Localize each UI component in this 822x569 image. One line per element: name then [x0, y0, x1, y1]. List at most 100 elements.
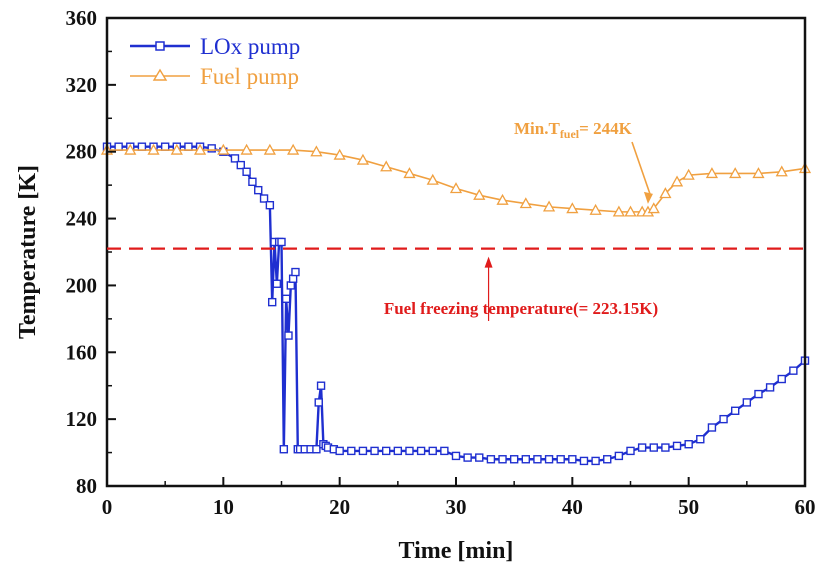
fuel-data-point: [589, 203, 602, 215]
lox-data-point: [242, 167, 251, 176]
fuel-data-point: [170, 143, 183, 155]
lox-data-point: [230, 154, 240, 163]
fuel-data-point: [647, 202, 660, 214]
lox-data-point: [114, 142, 123, 151]
y-tick-label: 160: [66, 340, 98, 364]
fuel-data-point: [333, 148, 346, 160]
fuel-data-point: [124, 143, 137, 155]
fuel-data-point: [624, 205, 637, 217]
lox-data-point: [236, 160, 245, 170]
x-tick-label: 0: [102, 495, 113, 519]
lox-data-point: [416, 446, 426, 456]
lox-data-point: [672, 441, 682, 451]
fuel-data-point: [659, 187, 672, 199]
lox-data-point: [637, 443, 647, 452]
x-tick-label: 20: [329, 495, 350, 519]
min-temperature-label: Min.Tfuel= 244K: [514, 119, 633, 141]
fuel-data-point: [519, 197, 532, 209]
fuel-data-point: [240, 143, 253, 155]
lox-data-point: [649, 443, 658, 452]
min-label-main: Min.T: [514, 119, 560, 138]
lox-data-point: [463, 453, 472, 462]
y-tick-label: 200: [66, 273, 98, 297]
lox-data-point: [486, 455, 496, 464]
lox-data-point: [696, 435, 705, 444]
lox-data-point: [288, 274, 298, 283]
x-tick-label: 30: [446, 495, 467, 519]
fuel-data-point: [310, 145, 323, 157]
lox-data-point: [521, 455, 530, 464]
legend: LOx pump Fuel pump: [130, 34, 300, 89]
lox-data-point: [626, 446, 635, 456]
legend-swatch-marker: [152, 68, 168, 81]
lox-data-point: [451, 451, 461, 461]
lox-data-point: [312, 445, 321, 454]
x-tick-label: 40: [562, 495, 583, 519]
lox-data-point: [184, 142, 193, 151]
fuel-data-point: [147, 143, 160, 155]
lox-data-point: [284, 331, 293, 340]
lox-data-point: [719, 414, 728, 424]
lox-data-point: [272, 279, 282, 288]
y-axis-title: Temperature [K]: [15, 165, 41, 339]
x-axis-title: Time [min]: [399, 538, 514, 564]
lox-data-point: [286, 281, 296, 290]
lox-data-point: [661, 443, 670, 452]
fuel-data-point: [612, 205, 625, 217]
fuel-data-point: [287, 143, 300, 155]
fuel-data-point: [752, 167, 765, 179]
fuel-data-point: [670, 175, 684, 187]
x-tick-label: 10: [213, 495, 234, 519]
arrow-head-icon: [643, 191, 653, 204]
lox-data-point: [777, 374, 786, 384]
legend-label: LOx pump: [200, 34, 300, 59]
reference-line-label: Fuel freezing temperature(= 223.15K): [384, 299, 658, 318]
lox-data-point: [316, 381, 326, 390]
y-tick-label: 320: [66, 73, 98, 97]
reference-line-group: Fuel freezing temperature(= 223.15K): [107, 247, 805, 321]
legend-label: Fuel pump: [200, 64, 299, 89]
lox-data-point: [428, 446, 437, 456]
fuel-data-point: [263, 143, 276, 155]
min-temperature-arrow: [631, 141, 651, 195]
lox-data-point: [440, 446, 449, 456]
y-tick-label: 80: [76, 474, 97, 498]
fuel-data-point: [449, 182, 463, 194]
min-temperature-annotation: Min.Tfuel= 244K: [514, 119, 653, 204]
fuel-data-point: [193, 143, 207, 155]
lox-data-point: [277, 237, 286, 247]
lox-data-point: [314, 398, 323, 407]
min-label-subscript: fuel: [560, 127, 580, 141]
lox-data-point: [498, 455, 507, 464]
fuel-data-point: [356, 153, 370, 165]
fuel-data-point: [682, 168, 695, 180]
fuel-data-point: [705, 167, 719, 179]
lox-data-point: [533, 455, 542, 464]
y-tick-label: 280: [66, 140, 98, 164]
lox-data-point: [556, 455, 565, 464]
lox-data-point: [509, 455, 519, 464]
lox-data-point: [614, 451, 624, 461]
fuel-data-point: [426, 173, 439, 185]
lox-data-point: [370, 446, 379, 456]
lox-data-point: [160, 142, 170, 151]
lox-data-point: [291, 267, 300, 277]
lox-data-point: [765, 383, 775, 392]
lox-data-point: [358, 446, 368, 456]
lox-data-point: [281, 294, 291, 303]
lox-data-point: [347, 446, 356, 456]
lox-data-point: [579, 456, 589, 466]
lox-data-point: [603, 455, 612, 464]
fuel-data-point: [380, 160, 393, 172]
lox-data-point: [267, 297, 277, 307]
fuel-data-point: [775, 165, 788, 177]
legend-item-fuel: Fuel pump: [130, 64, 299, 89]
lox-data-point: [591, 456, 600, 466]
min-label-tail: = 244K: [579, 119, 632, 138]
series-line: [107, 149, 806, 213]
fuel-data-point: [403, 167, 416, 179]
y-tick-label: 120: [66, 407, 98, 431]
lox-data-point: [254, 185, 263, 195]
